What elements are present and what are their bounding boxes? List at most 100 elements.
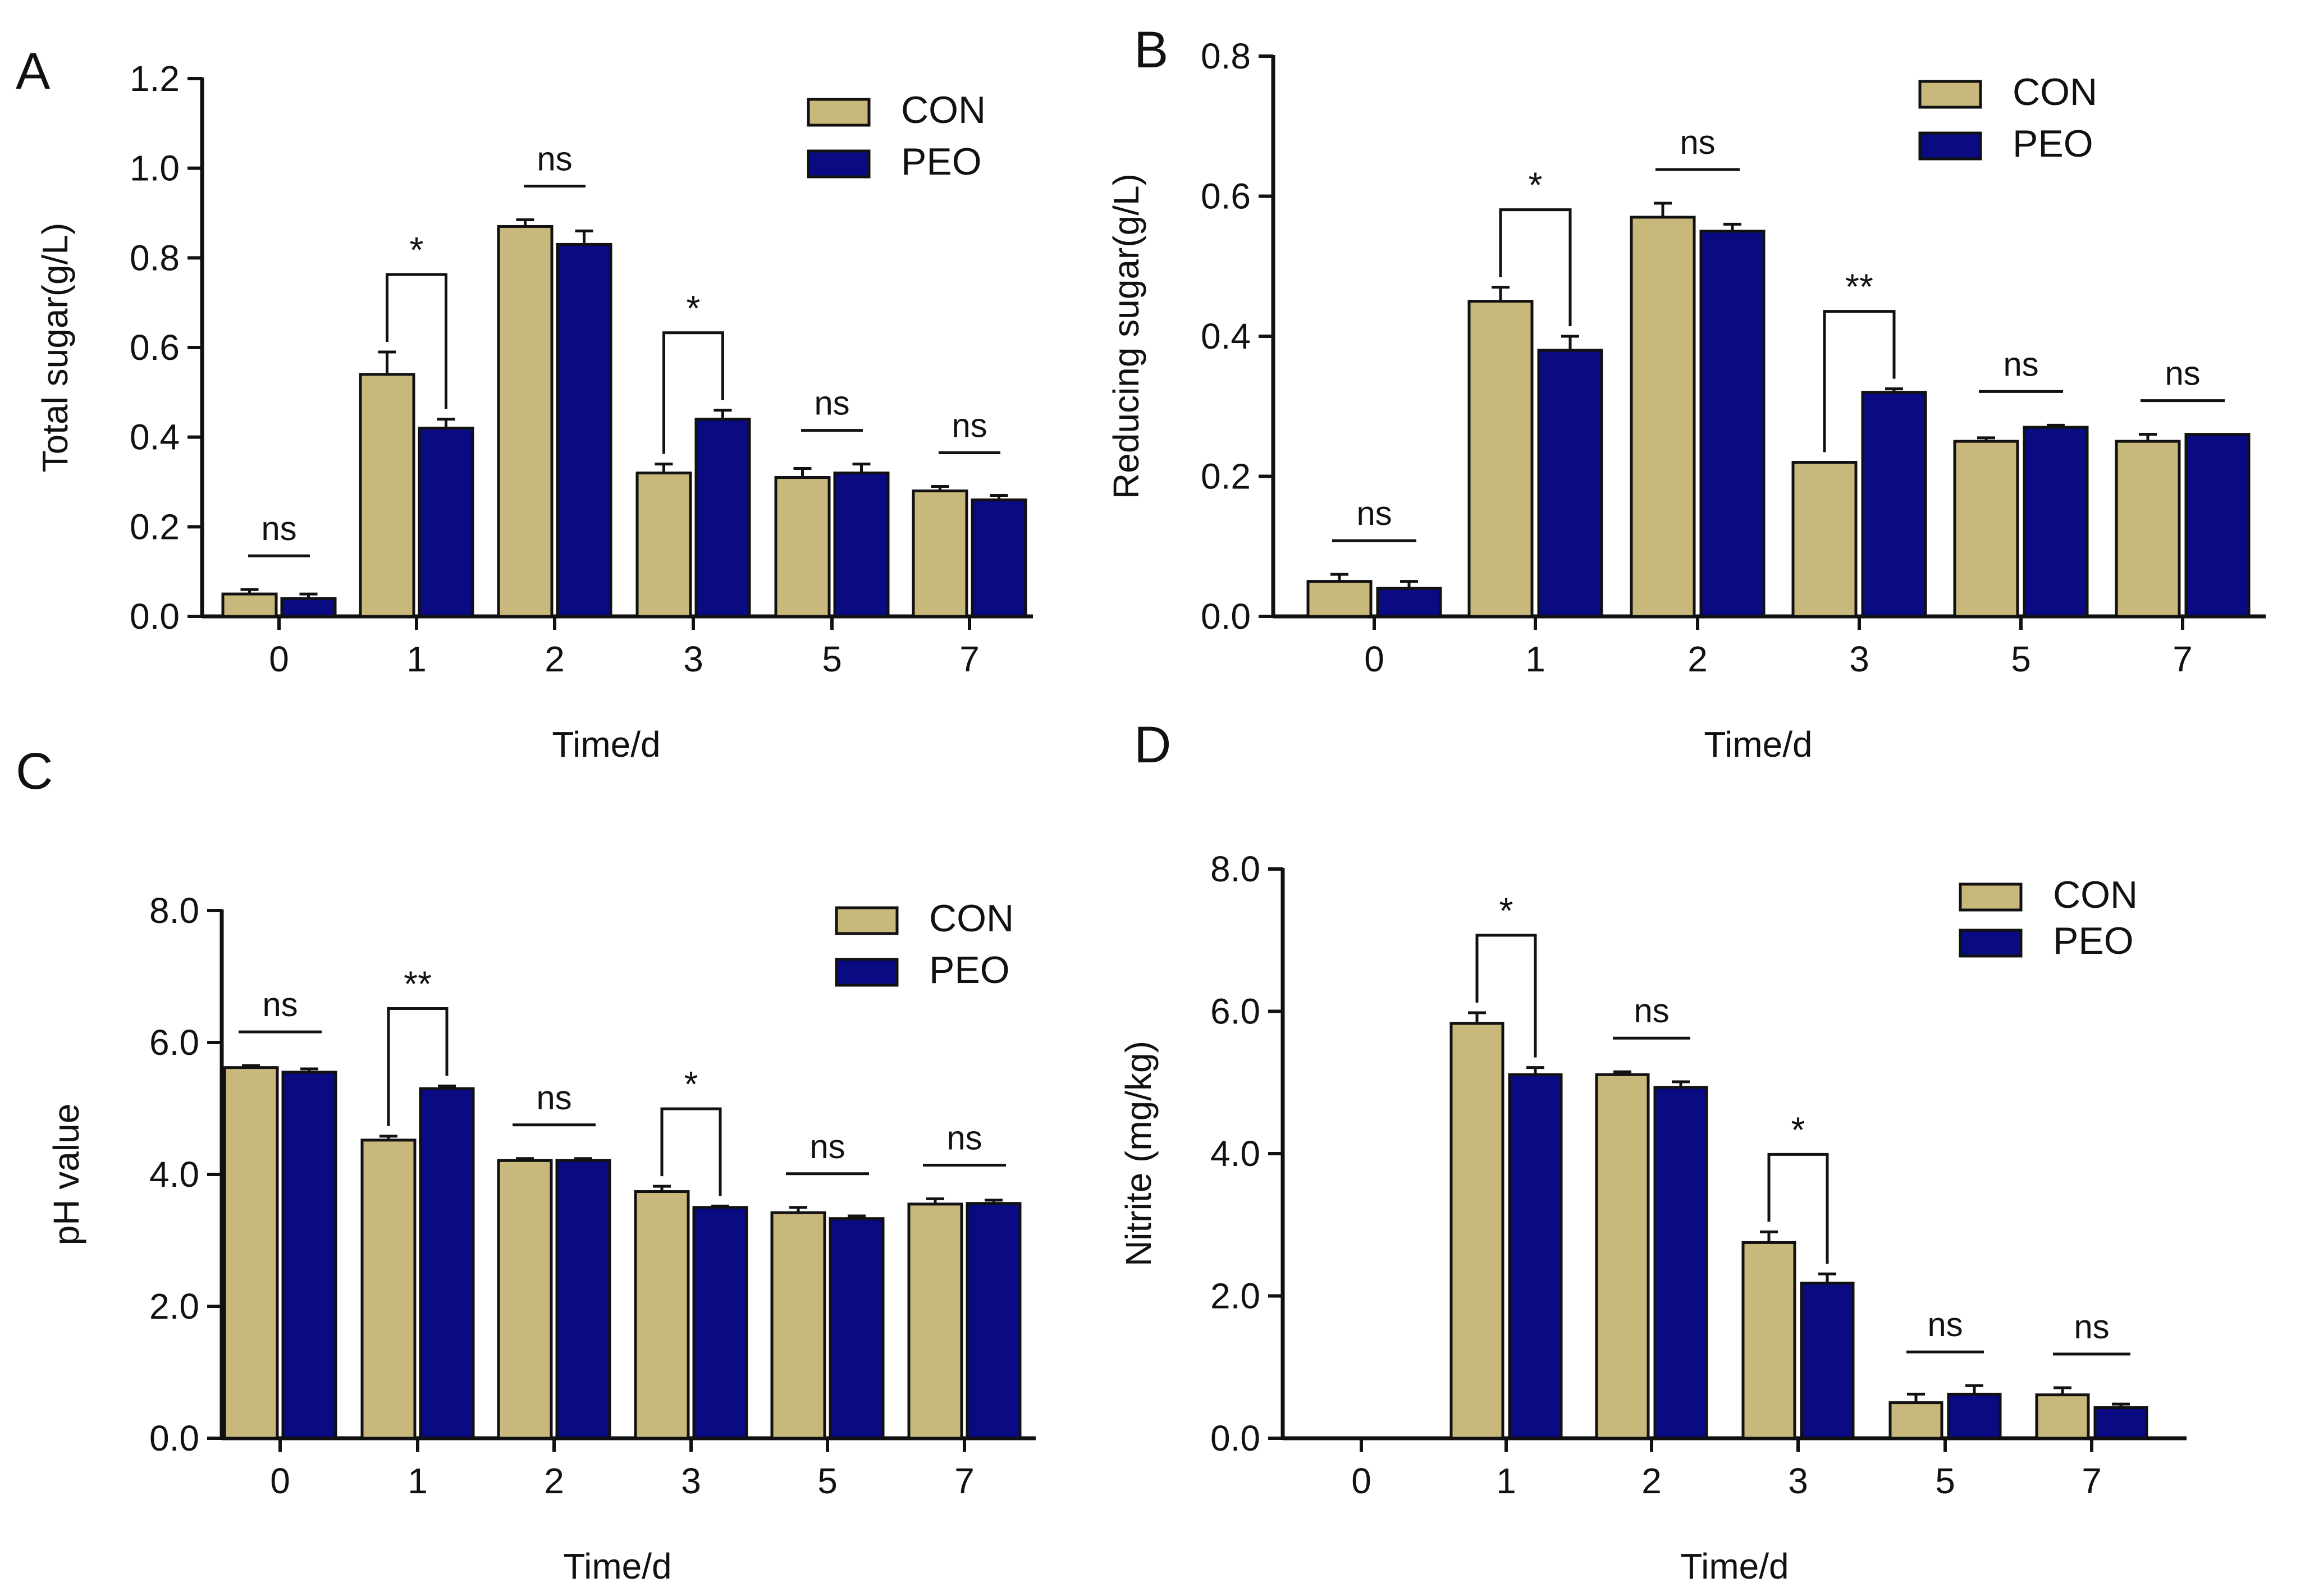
bar-con-2 — [1630, 216, 1696, 618]
bar-peo-3 — [1800, 1282, 1855, 1440]
x-tick-label: 5 — [817, 1461, 838, 1501]
significance-label: ns — [952, 406, 987, 444]
bar-peo-7 — [2184, 433, 2251, 618]
bar-peo-1 — [419, 1087, 475, 1440]
y-tick-label: 0.0 — [130, 596, 180, 637]
x-tick-label: 2 — [545, 639, 565, 679]
y-axis-title: Reducing sugar(g/L) — [1106, 173, 1146, 499]
legend-label-con: CON — [2053, 874, 2138, 916]
bar-peo-1 — [1508, 1073, 1563, 1440]
x-axis-title: Time/d — [1680, 1546, 1789, 1586]
bar-con-2 — [1595, 1073, 1650, 1440]
x-axis-title: Time/d — [1704, 724, 1812, 765]
legend-swatch-peo — [807, 149, 871, 179]
panel-a: A 0.0 0.2 0.4 0.6 0.8 1.0 1.2 Total sugar(g/L) 0 1… — [16, 43, 1033, 765]
x-tick-label: 7 — [2173, 639, 2193, 679]
significance-label: ns — [2003, 345, 2038, 383]
legend-swatch-peo — [1918, 131, 1982, 161]
bar-peo-5 — [1947, 1392, 2002, 1440]
bar-con-5 — [770, 1211, 826, 1440]
x-tick-label: 1 — [406, 639, 427, 679]
legend-swatch-peo — [1959, 929, 2023, 958]
significance-label: ns — [262, 986, 298, 1023]
significance-label: ** — [1845, 267, 1873, 307]
x-tick-label: 0 — [269, 639, 289, 679]
bar-con-7 — [2035, 1393, 2090, 1440]
panel-letter: C — [16, 743, 53, 800]
legend-swatch-con — [1959, 882, 2023, 912]
bar-con-1 — [360, 1138, 417, 1440]
legend-label-peo: PEO — [901, 140, 982, 183]
panel-letter: A — [16, 43, 51, 100]
y-tick-label: 1.0 — [130, 148, 180, 189]
bar-con-3 — [634, 1190, 690, 1440]
y-tick-label: 0.6 — [130, 327, 180, 368]
y-axis-title: pH value — [46, 1104, 86, 1246]
x-tick-label: 3 — [1788, 1461, 1808, 1501]
bar-peo-2 — [555, 1159, 611, 1440]
x-tick-label: 2 — [1687, 639, 1708, 679]
y-tick-label: 8.0 — [1210, 849, 1260, 889]
bar-con-7 — [2115, 440, 2181, 618]
y-tick-label: 0.4 — [130, 417, 180, 458]
x-axis-title: Time/d — [552, 724, 660, 765]
y-tick-label: 0.2 — [1201, 456, 1251, 497]
x-tick-label: 3 — [1849, 639, 1869, 679]
bar-con-0 — [221, 592, 278, 618]
legend-swatch-con — [807, 98, 871, 127]
significance-label: * — [1791, 1109, 1805, 1150]
significance-label: * — [1529, 165, 1543, 205]
bar-peo-5 — [2023, 426, 2089, 618]
bar-con-7 — [912, 489, 968, 618]
bar-con-3 — [635, 472, 692, 618]
legend-label-peo: PEO — [2053, 920, 2134, 962]
significance-label: ns — [1356, 495, 1392, 532]
x-tick-label: 5 — [2011, 639, 2031, 679]
significance-bracket — [1475, 934, 1537, 1058]
x-tick-label: 3 — [681, 1461, 701, 1501]
bar-con-2 — [497, 225, 554, 618]
y-tick-label: 0.2 — [130, 506, 180, 547]
bar-con-1 — [1449, 1022, 1504, 1440]
bar-peo-2 — [556, 243, 612, 618]
significance-label: * — [1499, 890, 1513, 931]
bar-con-1 — [1467, 300, 1534, 618]
bar-con-3 — [1791, 461, 1858, 618]
legend-label-con: CON — [901, 89, 986, 131]
bar-peo-5 — [833, 472, 890, 618]
panel-b: B 0.0 0.2 0.4 0.6 0.8 Reducing sugar(g/L) 0 1 2 3 5… — [1106, 21, 2266, 765]
legend-label-con: CON — [929, 897, 1014, 940]
significance-bracket — [387, 1007, 449, 1126]
bar-con-5 — [774, 476, 831, 618]
y-tick-label: 4.0 — [149, 1154, 199, 1195]
bar-con-7 — [907, 1202, 963, 1440]
significance-label: ns — [2074, 1308, 2109, 1346]
significance-label: ns — [261, 510, 296, 547]
bar-con-0 — [1306, 580, 1373, 618]
significance-label: * — [687, 288, 701, 328]
bar-peo-7 — [2093, 1406, 2148, 1440]
significance-label: ** — [404, 964, 432, 1004]
significance-label: ns — [536, 1079, 571, 1117]
panel-letter: B — [1134, 21, 1168, 79]
bar-con-5 — [1953, 440, 2019, 618]
y-tick-label: 8.0 — [149, 890, 199, 931]
bar-peo-3 — [1861, 391, 1927, 618]
significance-label: ns — [1680, 124, 1715, 161]
panel-letter: D — [1134, 716, 1171, 774]
x-tick-label: 2 — [1641, 1461, 1662, 1501]
significance-label: ns — [537, 140, 572, 177]
bar-con-5 — [1888, 1401, 1943, 1440]
bar-peo-0 — [1376, 587, 1442, 618]
y-axis-title: Nitrite (mg/kg) — [1118, 1041, 1159, 1266]
bar-peo-5 — [829, 1217, 885, 1440]
bar-peo-2 — [1653, 1086, 1708, 1440]
bar-con-1 — [359, 373, 415, 618]
y-tick-label: 1.2 — [130, 58, 180, 99]
bar-con-0 — [223, 1066, 279, 1440]
bar-peo-7 — [966, 1202, 1022, 1440]
bar-con-3 — [1741, 1241, 1796, 1440]
significance-bracket — [1823, 310, 1896, 452]
